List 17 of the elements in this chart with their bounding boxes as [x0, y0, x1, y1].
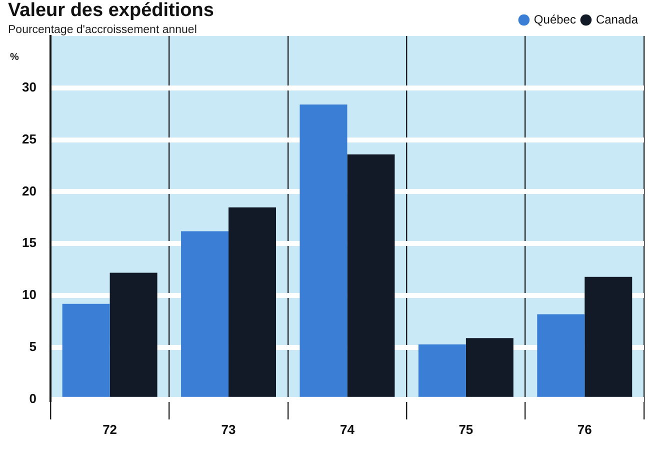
y-tick-label: 0 [29, 390, 36, 406]
legend-label: Canada [596, 12, 638, 26]
y-tick-label: 30 [22, 79, 36, 94]
chart-subtitle: Pourcentage d'accroissement annuel [8, 24, 197, 36]
x-tick-label: 76 [577, 422, 592, 437]
chart-title: Valeur des expéditions [8, 0, 214, 22]
y-tick-label: 10 [22, 287, 36, 302]
x-tick-label: 74 [340, 422, 356, 437]
y-tick-label: 15 [22, 235, 36, 250]
x-tick-label: 73 [221, 422, 236, 437]
y-tick-label: 25 [22, 131, 36, 146]
y-tick-label: 5 [29, 339, 36, 354]
legend-label: Québec [534, 12, 576, 26]
y-tick-label: 20 [22, 183, 36, 198]
x-tick-label: 72 [102, 422, 118, 437]
y-axis-title: % [10, 52, 19, 63]
x-tick-label: 75 [458, 422, 474, 437]
